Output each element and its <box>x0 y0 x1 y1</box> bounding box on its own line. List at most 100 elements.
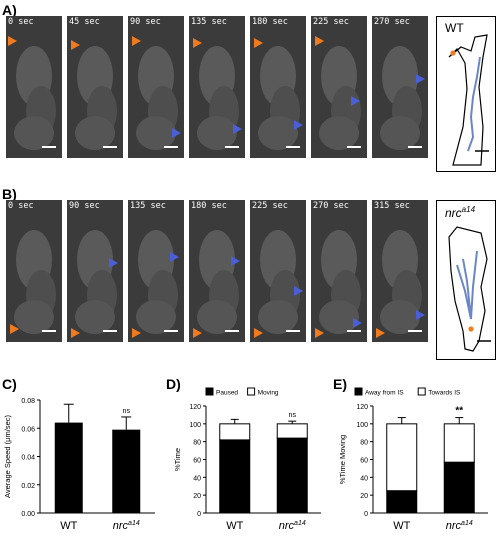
bar-towards-is <box>386 423 418 492</box>
orange-arrowhead-icon <box>254 38 263 48</box>
row-b-time-label: 90 sec <box>69 201 100 211</box>
row-b-scalebar <box>164 330 178 332</box>
row-b-scalebar <box>225 330 239 332</box>
blue-arrowhead-icon <box>170 252 179 262</box>
panel-letter-a: A) <box>2 2 17 18</box>
y-tick-label: 80 <box>360 440 368 447</box>
y-tick-label: 0.00 <box>21 511 35 518</box>
x-category-label: WT <box>226 520 243 532</box>
legend-swatch <box>417 387 426 396</box>
cell-blob <box>75 300 115 334</box>
blue-arrowhead-icon <box>351 96 360 106</box>
y-tick-label: 0 <box>364 511 368 518</box>
panel-letter-d: D) <box>166 376 181 392</box>
cell-blob <box>319 116 359 150</box>
blue-arrowhead-icon <box>109 258 118 268</box>
y-tick-label: 120 <box>356 404 368 411</box>
row-a-scalebar <box>164 146 178 148</box>
row-b-scalebar <box>408 330 422 332</box>
y-tick-label: 120 <box>189 404 201 411</box>
row-a-scalebar <box>408 146 422 148</box>
row-b-scalebar <box>347 330 361 332</box>
row-a-frame: 270 sec <box>372 16 428 158</box>
orange-arrowhead-icon <box>376 328 385 338</box>
legend-swatch <box>247 387 256 396</box>
cell-blob <box>380 300 420 334</box>
blue-arrowhead-icon <box>353 318 362 328</box>
bar-paused <box>219 439 251 514</box>
y-tick-label: 0.02 <box>21 483 35 490</box>
orange-arrowhead-icon <box>193 328 202 338</box>
significance-label: ns <box>289 412 297 419</box>
row-b-time-label: 0 sec <box>8 201 34 211</box>
row-a-scalebar <box>42 146 56 148</box>
cell-blob <box>258 300 298 334</box>
x-category-label: WT <box>60 520 77 532</box>
row-a-movement-trace <box>467 56 481 152</box>
row-a-cell-outline <box>448 34 488 166</box>
blue-arrowhead-icon <box>294 120 303 130</box>
row-a-scalebar <box>225 146 239 148</box>
bar-paused <box>276 437 308 514</box>
y-tick-label: 80 <box>193 440 201 447</box>
blue-arrowhead-icon <box>294 286 303 296</box>
row-b-scalebar <box>42 330 56 332</box>
y-tick-label: 0.04 <box>21 455 35 462</box>
row-b-time-label: 315 sec <box>374 201 410 211</box>
orange-arrowhead-icon <box>315 328 324 338</box>
y-tick-label: 100 <box>356 422 368 429</box>
row-b-scalebar <box>286 330 300 332</box>
row-b-time-label: 270 sec <box>313 201 349 211</box>
cell-blob <box>75 116 115 150</box>
y-tick-label: 60 <box>360 458 368 465</box>
y-tick-label: 100 <box>189 422 201 429</box>
row-b-frame: 225 sec <box>250 200 306 342</box>
y-axis-label: %Time <box>173 448 182 471</box>
row-a-frame: 0 sec <box>6 16 62 158</box>
row-a-time-label: 225 sec <box>313 17 349 27</box>
y-tick-label: 20 <box>193 493 201 500</box>
legend-label: Paused <box>216 390 238 397</box>
bar-moving <box>219 423 251 441</box>
row-a-scalebar <box>286 146 300 148</box>
panel-letter-c: C) <box>2 376 17 392</box>
bar-away-from-is <box>443 461 475 514</box>
legend-label: Away from IS <box>365 390 404 397</box>
blue-arrowhead-icon <box>416 74 425 84</box>
orange-arrowhead-icon <box>132 36 141 46</box>
row-b-scalebar <box>103 330 117 332</box>
blue-arrowhead-icon <box>416 310 425 320</box>
cell-blob <box>258 116 298 150</box>
row-a-time-label: 135 sec <box>191 17 227 27</box>
row-a-frame: 180 sec <box>250 16 306 158</box>
legend-swatch <box>205 387 214 396</box>
row-b-frame: 135 sec <box>128 200 184 342</box>
x-category-label: nrca14 <box>446 520 473 532</box>
row-a-frame: 225 sec <box>311 16 367 158</box>
orange-arrowhead-icon <box>132 328 141 338</box>
cell-blob <box>197 116 237 150</box>
y-tick-label: 20 <box>360 493 368 500</box>
significance-label: ns <box>123 408 131 415</box>
cell-blob <box>197 300 237 334</box>
orange-arrowhead-icon <box>71 40 80 50</box>
row-a-time-label: 270 sec <box>374 17 410 27</box>
legend-label: Towards IS <box>428 390 461 397</box>
row-b-trace-panel: nrca14 <box>436 200 496 360</box>
row-a-frame: 90 sec <box>128 16 184 158</box>
y-tick-label: 0.08 <box>21 398 35 405</box>
x-category-sup: a14 <box>128 520 140 527</box>
blue-arrowhead-icon <box>231 256 240 266</box>
bar <box>54 422 83 513</box>
x-category-sup: a14 <box>294 520 306 527</box>
row-a-trace-panel: WT <box>436 16 496 172</box>
row-a-time-label: 90 sec <box>130 17 161 27</box>
orange-arrowhead-icon <box>254 328 263 338</box>
orange-arrowhead-icon <box>8 36 17 46</box>
y-tick-label: 0.06 <box>21 426 35 433</box>
row-b-frame: 180 sec <box>189 200 245 342</box>
row-b-origin-dot <box>468 326 474 332</box>
x-category-sup: a14 <box>461 520 473 527</box>
row-b-frame: 90 sec <box>67 200 123 342</box>
row-a-scalebar <box>347 146 361 148</box>
